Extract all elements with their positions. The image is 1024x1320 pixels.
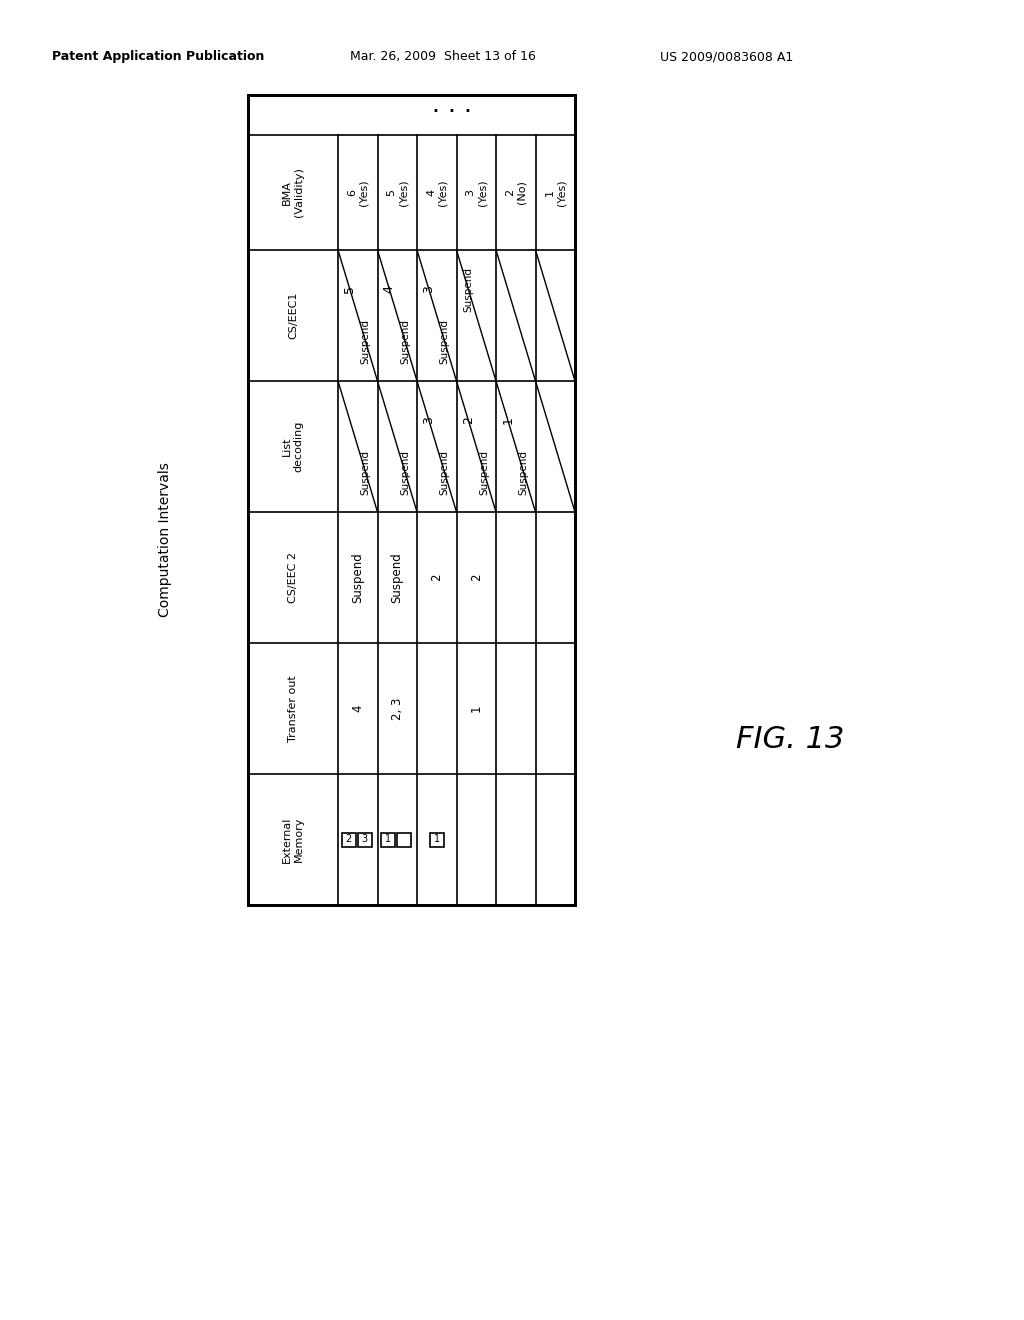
Bar	[357, 833, 372, 846]
Bar	[397, 833, 412, 846]
Text: 1: 1	[385, 834, 391, 845]
Bar	[248, 95, 575, 906]
Text: Suspend: Suspend	[391, 552, 403, 603]
Text: CS/EEC 2: CS/EEC 2	[288, 552, 298, 603]
Text: . . .: . . .	[431, 92, 471, 117]
Text: 4: 4	[383, 285, 396, 293]
Text: 3
(Yes): 3 (Yes)	[466, 180, 487, 206]
Text: Suspend: Suspend	[463, 267, 473, 312]
Text: Transfer out: Transfer out	[288, 675, 298, 742]
Text: CS/EEC1: CS/EEC1	[288, 292, 298, 339]
Text: US 2009/0083608 A1: US 2009/0083608 A1	[660, 50, 794, 63]
Bar	[248, 95, 575, 906]
Text: 1: 1	[470, 705, 482, 713]
Text: 2
(No): 2 (No)	[505, 181, 526, 205]
Text: 1: 1	[502, 416, 514, 424]
Text: Suspend: Suspend	[400, 319, 411, 364]
Text: FIG. 13: FIG. 13	[736, 726, 844, 755]
Text: Suspend: Suspend	[518, 450, 528, 495]
Text: 1
(Yes): 1 (Yes)	[545, 180, 566, 206]
Text: Patent Application Publication: Patent Application Publication	[52, 50, 264, 63]
Text: Suspend: Suspend	[439, 450, 450, 495]
Text: 3: 3	[361, 834, 368, 845]
Text: BMA
(Validity): BMA (Validity)	[283, 168, 304, 218]
Text: 3: 3	[422, 416, 435, 424]
Text: 2: 2	[346, 834, 352, 845]
Text: 2, 3: 2, 3	[391, 697, 403, 719]
Text: Computation Intervals: Computation Intervals	[158, 462, 172, 618]
Bar	[342, 833, 355, 846]
Text: 5
(Yes): 5 (Yes)	[386, 180, 408, 206]
Text: Suspend: Suspend	[360, 319, 371, 364]
Text: List
decoding: List decoding	[283, 421, 304, 473]
Text: Suspend: Suspend	[400, 450, 411, 495]
Text: 4
(Yes): 4 (Yes)	[426, 180, 447, 206]
Bar	[381, 833, 395, 846]
Text: Suspend: Suspend	[351, 552, 365, 603]
Bar	[430, 833, 443, 846]
Text: 6
(Yes): 6 (Yes)	[347, 180, 369, 206]
Text: 4: 4	[351, 705, 365, 713]
Text: Suspend: Suspend	[360, 450, 371, 495]
Text: 2: 2	[430, 574, 443, 581]
Text: External
Memory: External Memory	[283, 816, 304, 863]
Text: 2: 2	[462, 416, 475, 424]
Text: 2: 2	[470, 574, 482, 581]
Text: 5: 5	[343, 285, 356, 293]
Text: Suspend: Suspend	[439, 319, 450, 364]
Text: Mar. 26, 2009  Sheet 13 of 16: Mar. 26, 2009 Sheet 13 of 16	[350, 50, 536, 63]
Text: 1: 1	[434, 834, 440, 845]
Text: Suspend: Suspend	[479, 450, 489, 495]
Text: 3: 3	[422, 285, 435, 293]
